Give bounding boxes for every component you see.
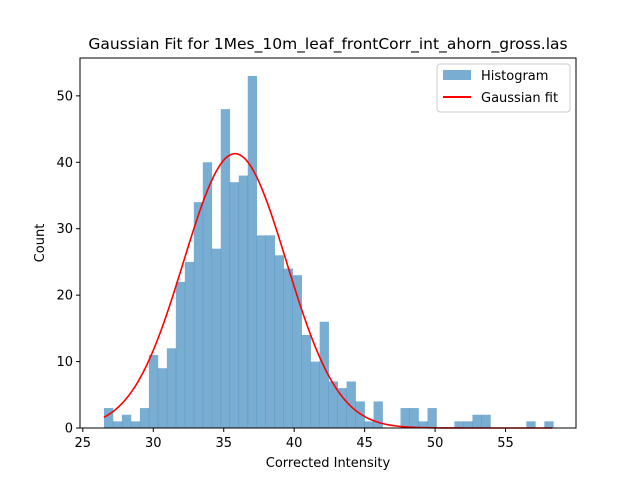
histogram-bar [175, 281, 186, 428]
x-axis-ticks: 25 30 35 40 45 50 55 [75, 428, 514, 451]
histogram-bar [319, 321, 329, 428]
histogram-bar [364, 421, 374, 428]
histogram-bar [274, 255, 284, 428]
histogram-bar [166, 348, 177, 428]
histogram-bar [130, 421, 141, 428]
histogram-bar [283, 268, 293, 428]
histogram-bar [544, 421, 554, 428]
x-tick-label: 25 [75, 436, 92, 451]
histogram-bar [409, 408, 419, 428]
histogram-bar [211, 248, 222, 428]
y-tick-label: 30 [56, 222, 73, 237]
chart-title: Gaussian Fit for 1Mes_10m_leaf_frontCorr… [88, 35, 567, 54]
x-tick-label: 40 [286, 436, 303, 451]
x-tick-label: 45 [356, 436, 373, 451]
y-axis-ticks: 0 10 20 30 40 50 [56, 89, 80, 437]
histogram-bar [103, 408, 114, 428]
histogram-bar [472, 414, 482, 428]
histogram-bar [202, 162, 213, 429]
histogram-bar [427, 408, 437, 428]
y-tick-label: 40 [56, 156, 73, 171]
histogram-bar [184, 261, 195, 428]
legend-fit-label: Gaussian fit [481, 91, 558, 106]
histogram-bar [121, 414, 132, 428]
histogram-bar [463, 421, 473, 428]
histogram-bar [148, 354, 159, 428]
histogram-bar [112, 421, 123, 428]
histogram-bar [220, 109, 231, 429]
histogram-bar [256, 235, 267, 428]
histogram-bar [157, 368, 168, 428]
legend: Histogram Gaussian fit [436, 63, 571, 113]
histogram-bar [310, 361, 320, 428]
x-tick-label: 35 [215, 436, 232, 451]
histogram-bar [292, 275, 302, 428]
histogram-bar [139, 408, 150, 428]
histogram-bar [481, 414, 491, 428]
histogram-bar [454, 421, 464, 428]
histogram-bar [526, 421, 536, 428]
y-tick-label: 50 [56, 89, 73, 104]
y-tick-label: 20 [56, 289, 73, 304]
y-axis-label: Count [33, 224, 48, 263]
histogram-bar [346, 381, 356, 428]
histogram-bar [301, 335, 311, 428]
y-tick-label: 0 [65, 422, 73, 437]
x-axis-label: Corrected Intensity [266, 456, 391, 471]
x-tick-label: 55 [497, 436, 514, 451]
histogram-bar [400, 408, 410, 428]
histogram-bar [418, 421, 428, 428]
histogram-bar [238, 175, 249, 428]
y-tick-label: 10 [56, 355, 73, 370]
histogram-bar [328, 381, 338, 428]
legend-histogram-swatch [443, 70, 471, 80]
histogram-bar [265, 235, 276, 428]
histogram-bar [373, 401, 383, 428]
plot-frame [79, 57, 577, 429]
histogram-bars [103, 75, 554, 429]
histogram-bar [247, 75, 258, 428]
x-tick-label: 50 [427, 436, 444, 451]
x-tick-label: 30 [145, 436, 162, 451]
histogram-bar [337, 388, 347, 428]
legend-histogram-label: Histogram [481, 69, 548, 84]
histogram-bar [193, 202, 204, 428]
histogram-bar [229, 182, 240, 428]
